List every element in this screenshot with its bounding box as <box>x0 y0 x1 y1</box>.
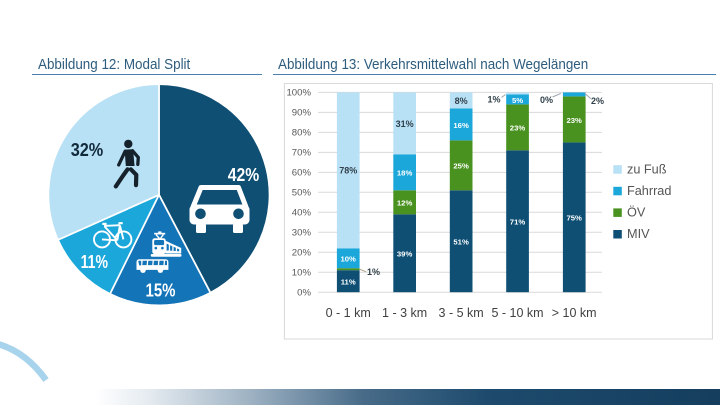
svg-text:0 - 1 km: 0 - 1 km <box>326 306 371 320</box>
svg-text:> 10 km: > 10 km <box>552 306 597 320</box>
svg-text:39%: 39% <box>397 250 413 259</box>
svg-text:51%: 51% <box>453 238 469 247</box>
svg-text:90%: 90% <box>292 108 312 119</box>
svg-text:0%: 0% <box>540 95 553 105</box>
svg-text:15%: 15% <box>146 280 176 301</box>
svg-text:50%: 50% <box>292 188 312 199</box>
svg-text:Fahrrad: Fahrrad <box>627 184 671 198</box>
svg-text:1%: 1% <box>487 94 500 104</box>
svg-text:71%: 71% <box>510 218 526 227</box>
svg-text:78%: 78% <box>339 166 357 176</box>
svg-text:11%: 11% <box>341 278 356 287</box>
svg-text:11%: 11% <box>81 252 109 272</box>
svg-text:ÖV: ÖV <box>627 206 646 220</box>
svg-text:42%: 42% <box>228 164 259 186</box>
svg-text:16%: 16% <box>453 121 469 130</box>
svg-text:23%: 23% <box>567 116 583 125</box>
svg-text:2%: 2% <box>591 96 604 106</box>
svg-text:1 - 3 km: 1 - 3 km <box>382 306 427 320</box>
svg-text:1%: 1% <box>367 267 380 277</box>
svg-text:40%: 40% <box>292 208 312 219</box>
svg-text:23%: 23% <box>510 124 526 133</box>
svg-text:3 - 5 km: 3 - 5 km <box>439 306 484 320</box>
svg-text:31%: 31% <box>396 119 414 129</box>
svg-text:0%: 0% <box>297 287 311 298</box>
svg-text:75%: 75% <box>567 214 583 223</box>
svg-text:20%: 20% <box>292 248 312 259</box>
svg-text:60%: 60% <box>292 168 312 179</box>
svg-text:25%: 25% <box>453 162 469 171</box>
svg-text:zu Fuß: zu Fuß <box>627 162 667 176</box>
svg-text:5%: 5% <box>512 96 523 105</box>
svg-text:12%: 12% <box>397 199 413 208</box>
svg-text:10%: 10% <box>341 255 357 264</box>
svg-text:100%: 100% <box>286 88 311 99</box>
svg-text:5 - 10 km: 5 - 10 km <box>491 306 543 320</box>
svg-text:8%: 8% <box>455 96 468 106</box>
svg-text:18%: 18% <box>397 169 413 178</box>
svg-text:MIV: MIV <box>627 227 650 241</box>
svg-text:30%: 30% <box>292 228 312 239</box>
svg-text:32%: 32% <box>71 139 104 160</box>
svg-text:70%: 70% <box>292 148 312 159</box>
svg-text:80%: 80% <box>292 128 312 139</box>
svg-text:10%: 10% <box>292 268 312 279</box>
